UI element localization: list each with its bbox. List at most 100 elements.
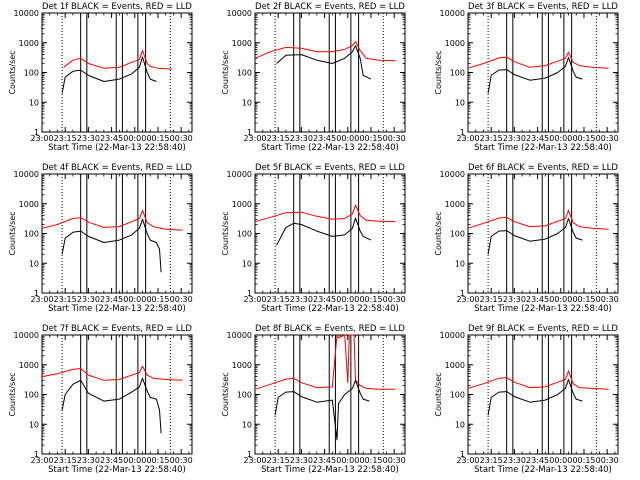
y-tick-label: 10 <box>455 420 465 429</box>
y-tick-label: 100 <box>24 69 39 78</box>
y-tick-label: 1 <box>247 289 252 298</box>
y-tick-label: 100 <box>450 230 465 239</box>
x-tick-label: 23:15 <box>480 295 503 304</box>
panel-3: Det 3f BLACK = Events, RED = LLD 1 10 100 10… <box>434 2 619 153</box>
y-tick-label: 10 <box>29 98 39 107</box>
x-tick-label: 00:00 <box>336 456 359 465</box>
y-tick-label: 1000 <box>232 39 252 48</box>
x-tick-label: 00:15 <box>572 456 595 465</box>
plot-frame <box>254 12 406 133</box>
x-tick-label: 00:00 <box>549 456 572 465</box>
lld-series-line <box>41 365 183 381</box>
y-axis-label: Counts/sec <box>221 372 230 416</box>
x-tick-label: 23:00 <box>30 456 53 465</box>
y-tick-label: 100 <box>237 230 252 239</box>
y-tick-label: 1 <box>247 128 252 137</box>
y-axis-label: Counts/sec <box>8 211 17 255</box>
y-axis-label: Counts/sec <box>8 372 17 416</box>
x-axis-label: Start Time (22-Mar-13 22:58:40) <box>48 143 186 153</box>
x-axis-label: Start Time (22-Mar-13 22:58:40) <box>261 143 399 153</box>
events-series-line <box>61 218 162 273</box>
plot-frame <box>254 173 406 294</box>
y-tick-label: 10 <box>242 259 252 268</box>
lld-series-line <box>41 209 183 231</box>
x-tick-label: 00:00 <box>336 134 359 143</box>
x-tick-label: 23:00 <box>243 134 266 143</box>
x-tick-label: 23:00 <box>30 295 53 304</box>
y-tick-label: 1000 <box>232 361 252 370</box>
y-tick-label: 10000 <box>440 170 465 179</box>
x-tick-label: 23:45 <box>100 456 123 465</box>
x-tick-label: 00:15 <box>572 295 595 304</box>
panel-title: Det 1f BLACK = Events, RED = LLD <box>42 2 192 12</box>
y-tick-label: 1000 <box>445 39 465 48</box>
panel-8: Det 8f BLACK = Events, RED = LLD 1 10 100 10… <box>221 324 406 475</box>
y-tick-label: 1 <box>460 128 465 137</box>
x-tick-label: 00:00 <box>123 295 146 304</box>
panel-title: Det 5f BLACK = Events, RED = LLD <box>255 163 405 173</box>
lld-series-line <box>254 41 396 62</box>
lld-series-line <box>467 209 609 230</box>
y-tick-label: 1000 <box>232 200 252 209</box>
y-tick-label: 10 <box>242 420 252 429</box>
y-tick-label: 1000 <box>445 200 465 209</box>
x-tick-label: 00:30 <box>596 134 619 143</box>
panel-9: Det 9f BLACK = Events, RED = LLD 1 10 100 10… <box>434 324 619 475</box>
y-tick-label: 10000 <box>440 9 465 18</box>
y-axis-label: Counts/sec <box>434 50 443 94</box>
y-tick-label: 10 <box>455 259 465 268</box>
y-tick-label: 100 <box>24 230 39 239</box>
x-tick-label: 23:15 <box>54 295 77 304</box>
plot-frame <box>467 12 619 133</box>
panel-4: Det 4f BLACK = Events, RED = LLD 1 10 100 10… <box>8 163 193 314</box>
y-axis-label: Counts/sec <box>221 50 230 94</box>
y-tick-label: 1 <box>247 450 252 459</box>
x-tick-label: 23:30 <box>77 456 100 465</box>
y-tick-label: 10 <box>455 98 465 107</box>
panel-title: Det 9f BLACK = Events, RED = LLD <box>468 324 618 334</box>
x-tick-label: 23:00 <box>456 295 479 304</box>
plot-frame <box>41 334 193 455</box>
x-tick-label: 23:15 <box>480 456 503 465</box>
x-tick-label: 00:00 <box>549 295 572 304</box>
lld-series-line <box>467 51 609 69</box>
x-tick-label: 00:30 <box>170 295 193 304</box>
x-tick-label: 23:15 <box>267 456 290 465</box>
panel-title: Det 2f BLACK = Events, RED = LLD <box>255 2 405 12</box>
y-tick-label: 100 <box>237 391 252 400</box>
x-axis-label: Start Time (22-Mar-13 22:58:40) <box>48 304 186 314</box>
x-axis-label: Start Time (22-Mar-13 22:58:40) <box>261 304 399 314</box>
lld-series-line <box>63 50 172 70</box>
y-tick-label: 1 <box>34 450 39 459</box>
y-tick-label: 10000 <box>440 331 465 340</box>
x-axis-label: Start Time (22-Mar-13 22:58:40) <box>474 465 612 475</box>
x-tick-label: 00:00 <box>336 295 359 304</box>
x-tick-label: 23:00 <box>243 456 266 465</box>
x-axis-label: Start Time (22-Mar-13 22:58:40) <box>474 143 612 153</box>
y-tick-label: 10000 <box>227 9 252 18</box>
x-tick-label: 23:30 <box>290 134 313 143</box>
y-axis-label: Counts/sec <box>8 50 17 94</box>
x-tick-label: 00:15 <box>359 134 382 143</box>
events-series-line <box>276 217 372 246</box>
x-tick-label: 23:00 <box>30 134 53 143</box>
panel-6: Det 6f BLACK = Events, RED = LLD 1 10 100 10… <box>434 163 619 314</box>
events-series-line <box>61 377 162 434</box>
y-tick-label: 10000 <box>227 170 252 179</box>
x-tick-label: 23:45 <box>100 295 123 304</box>
panel-title: Det 4f BLACK = Events, RED = LLD <box>42 163 192 173</box>
x-tick-label: 00:00 <box>123 456 146 465</box>
x-tick-label: 00:30 <box>383 456 406 465</box>
x-tick-label: 23:30 <box>290 295 313 304</box>
panel-title: Det 3f BLACK = Events, RED = LLD <box>468 2 618 12</box>
panel-title: Det 7f BLACK = Events, RED = LLD <box>42 324 192 334</box>
events-series-line <box>487 57 583 94</box>
events-series-line <box>487 218 583 255</box>
panel-title: Det 8f BLACK = Events, RED = LLD <box>255 324 405 334</box>
x-tick-label: 00:00 <box>123 134 146 143</box>
events-series-line <box>276 45 372 80</box>
x-tick-label: 00:15 <box>146 456 169 465</box>
x-tick-label: 00:15 <box>359 295 382 304</box>
y-tick-label: 1000 <box>19 200 39 209</box>
x-tick-label: 23:00 <box>456 134 479 143</box>
